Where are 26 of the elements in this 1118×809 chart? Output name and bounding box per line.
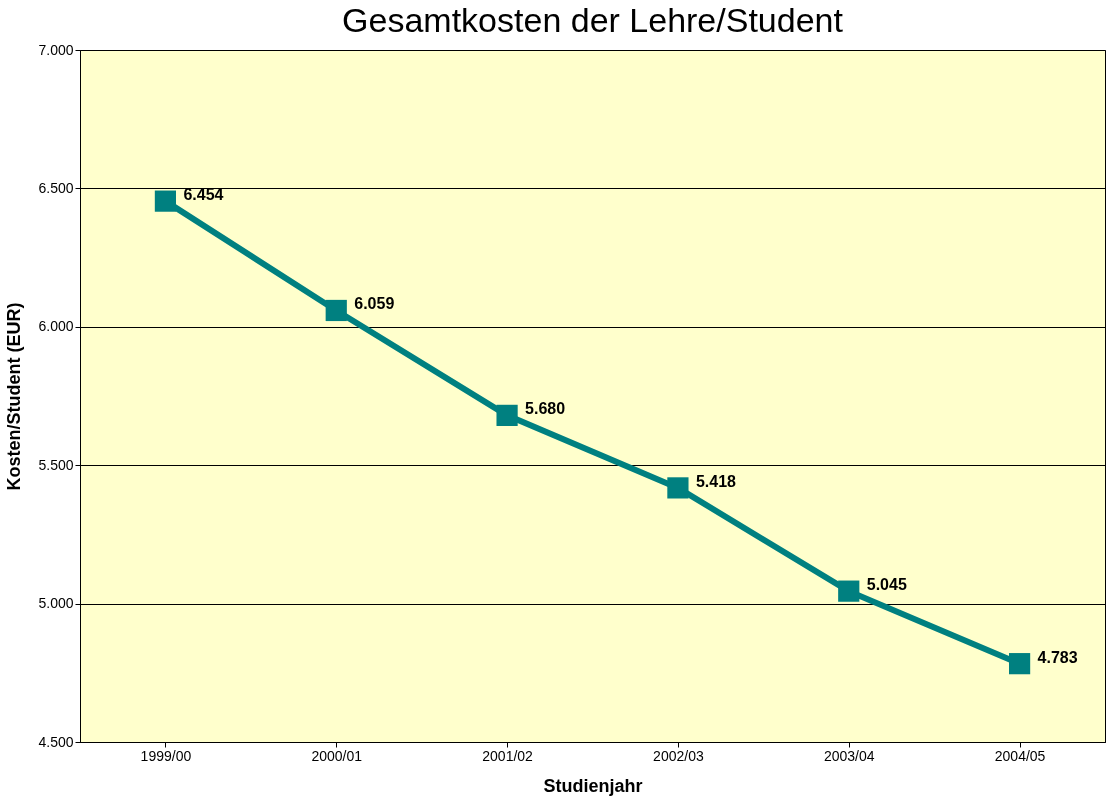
data-label: 5.680 [525,400,566,418]
point [496,404,518,426]
y-tick-label: 6.500 [38,179,74,196]
x-tick-label: 2004/05 [994,747,1046,764]
y-axis-title: Kosten/Student (EUR) [4,302,25,491]
y-tick-label: 4.500 [38,733,74,750]
data-label: 6.059 [354,295,395,313]
chart-title: Gesamtkosten der Lehre/Student [342,1,844,39]
x-tick-label: 2000/01 [311,747,363,764]
y-tick-label: 7.000 [38,41,74,58]
y-tick-label: 5.500 [38,456,74,473]
data-label: 5.045 [866,576,907,594]
data-label: 5.418 [695,472,737,490]
point [325,299,347,322]
point [667,477,689,499]
point [838,580,860,602]
point [154,190,177,212]
x-tick-label: 2003/04 [823,747,875,764]
y-tick-label: 6.000 [38,318,74,335]
point [1008,653,1031,675]
data-label: 4.783 [1037,648,1078,666]
x-axis-title: Studienjahr [543,775,643,796]
x-tick-label: 1999/00 [140,747,192,764]
x-tick-label: 2002/03 [653,747,704,764]
y-tick-label: 5.000 [38,595,74,612]
x-tick-label: 2001/02 [482,747,534,764]
